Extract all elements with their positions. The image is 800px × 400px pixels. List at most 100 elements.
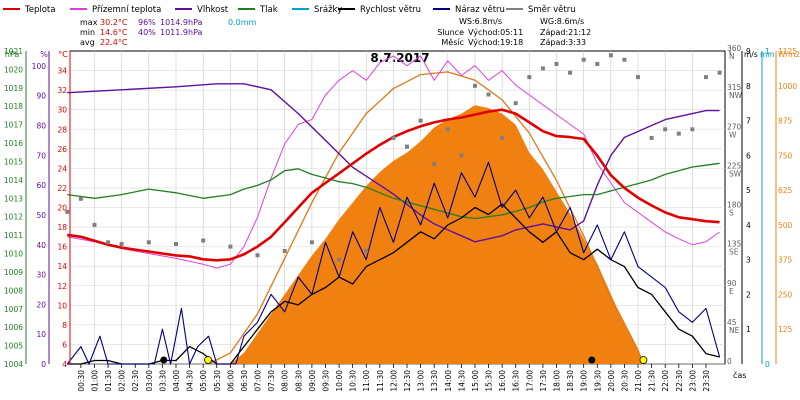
moon-label: Měsíc (441, 38, 464, 47)
wind-dir-point (174, 242, 178, 246)
x-tick-label: 14:30 (457, 370, 466, 392)
legend-label-wind: Rychlost větru (360, 5, 421, 15)
chart-legend: Teplota Přízemní teplota Vlhkost Tlak Srážky… (3, 5, 576, 15)
tick-rain: 1 (765, 47, 770, 56)
tick-temp: 30 (57, 106, 67, 115)
legend-label-temp: Teplota (24, 5, 55, 15)
chart-axes: hPa1004100510061007100810091010101110121… (4, 44, 800, 369)
wind-dir-point (146, 240, 151, 245)
tick-dir: 360 (727, 44, 742, 53)
series-line-hum (67, 83, 720, 243)
x-tick-label: 15:30 (485, 370, 494, 392)
tick-temp: 34 (57, 67, 67, 76)
wind-dir-point (473, 83, 477, 88)
wind-dir-point (636, 75, 640, 80)
x-tick-label: 20:00 (607, 370, 616, 392)
tick-press: 1007 (4, 305, 23, 314)
sunrise-marker (204, 356, 212, 364)
sun-label: Slunce (437, 28, 464, 37)
x-tick-label: 02:00 (118, 370, 127, 392)
tick-dir: 270 (727, 122, 742, 131)
x-tick-label: 18:00 (553, 370, 562, 392)
tick-hum: 80 (36, 122, 46, 131)
tick-press: 1009 (4, 268, 23, 277)
stat-hum-min: 40% (138, 28, 156, 37)
moon-set: Západ:3:33 (540, 38, 586, 47)
x-tick-label: 17:00 (525, 370, 534, 392)
x-tick-label: 04:00 (172, 370, 181, 392)
stat-wind-speed: WS:6.8m/s (459, 17, 502, 26)
stats-block: max 30.2°C 96% 1014.9hPa 0.0mm min 14.6°C 40% 10… (80, 17, 591, 47)
legend-label-hum: Vlhkost (197, 5, 229, 15)
wind-dir-point (500, 135, 505, 140)
tick-press: 1017 (4, 121, 23, 130)
tick-dir: 180 (727, 201, 742, 210)
wind-dir-point (568, 70, 573, 75)
axis-title-wm2: W/m2 (778, 50, 800, 59)
x-tick-label: 19:00 (580, 370, 589, 392)
tick-solar: 625 (778, 186, 793, 195)
x-tick-label: 06:30 (240, 370, 249, 392)
x-tick-label: 05:00 (199, 370, 208, 392)
tick-solar: 250 (778, 290, 793, 299)
tick-temp: 6 (62, 340, 67, 349)
wind-dir-point (622, 57, 627, 62)
stat-press-max: 1014.9hPa (160, 18, 203, 27)
wind-dir-point (432, 162, 437, 166)
tick-hum: 100 (32, 62, 47, 71)
tick-wind: 4 (746, 221, 751, 230)
wind-dir-point (282, 249, 287, 253)
tick-dir: 135 (727, 240, 742, 249)
x-tick-label: 22:30 (675, 370, 684, 392)
solar-theoretical-line (208, 71, 645, 365)
tick-press: 1019 (4, 84, 23, 93)
x-tick-label: 13:30 (430, 370, 439, 392)
wind-dir-point (106, 240, 110, 245)
wind-dir-point (649, 135, 654, 140)
legend-label-rain: Srážky (314, 5, 342, 15)
x-tick-label: 23:30 (702, 370, 711, 392)
tick-hum: 10 (36, 330, 46, 339)
tick-dir-label: NW (729, 91, 743, 100)
axis-title-degc: °C (58, 50, 68, 59)
tick-wind: 2 (746, 290, 751, 299)
x-tick-label: 23:00 (688, 370, 697, 392)
sun-rise: Východ:05:11 (468, 28, 523, 37)
x-tick-label: 22:00 (661, 370, 670, 392)
tick-hum: 30 (36, 271, 46, 280)
wind-dir-point (486, 92, 491, 97)
tick-wind: 9 (746, 47, 751, 56)
tick-hum: 90 (36, 92, 46, 101)
wind-dir-point (391, 135, 396, 140)
tick-dir-label: W (729, 130, 737, 139)
tick-solar: 875 (778, 117, 793, 126)
x-tick-label: 03:30 (158, 370, 167, 392)
x-tick-label: 21:00 (634, 370, 643, 392)
tick-temp: 8 (62, 321, 67, 330)
x-tick-label: 16:30 (512, 370, 521, 392)
wind-dir-point (595, 62, 600, 66)
stat-label-avg: avg (80, 38, 95, 47)
tick-temp: 10 (57, 301, 67, 310)
tick-hum: 0 (41, 360, 46, 369)
tick-press: 1021 (4, 47, 23, 56)
stat-press-min: 1011.9hPa (160, 28, 203, 37)
tick-hum: 20 (36, 300, 46, 309)
wind-dir-point (364, 249, 369, 253)
tick-temp: 14 (57, 262, 67, 271)
tick-press: 1005 (4, 342, 23, 351)
tick-press: 1013 (4, 194, 23, 203)
wind-dir-point (608, 53, 613, 58)
stat-wind-gust: WG:8.6m/s (540, 17, 584, 26)
tick-hum: 60 (36, 181, 46, 190)
stat-label-min: min (80, 28, 95, 37)
x-tick-label: 10:00 (335, 370, 344, 392)
wind-dir-point (119, 242, 124, 246)
tick-rain: 0 (765, 360, 770, 369)
x-tick-label: 06:00 (226, 370, 235, 392)
wind-dir-point (78, 196, 83, 201)
sun-set: Západ:21:12 (540, 28, 591, 37)
tick-press: 1016 (4, 139, 23, 148)
x-tick-label: 20:30 (620, 370, 629, 392)
legend-label-gust: Náraz větru (455, 5, 505, 15)
